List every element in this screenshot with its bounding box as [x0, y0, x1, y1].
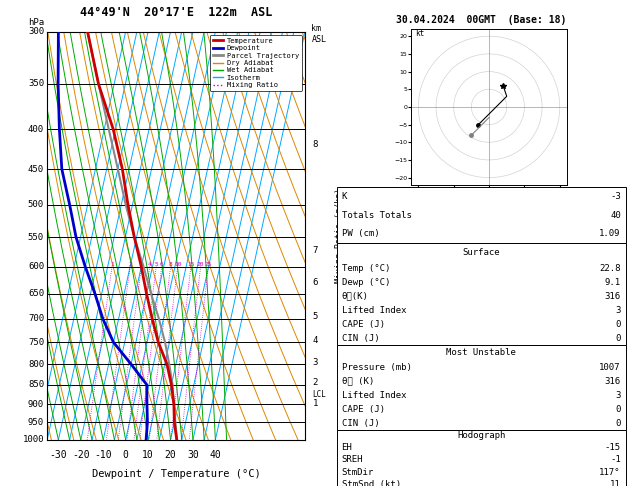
- Text: 1007: 1007: [599, 363, 621, 372]
- Text: 500: 500: [28, 200, 44, 209]
- Text: 40: 40: [209, 450, 221, 460]
- Text: Lifted Index: Lifted Index: [342, 391, 406, 400]
- Text: 1: 1: [313, 399, 318, 408]
- Text: 3: 3: [615, 306, 621, 315]
- Text: CAPE (J): CAPE (J): [342, 405, 384, 414]
- Text: 40: 40: [610, 210, 621, 220]
- Text: EH: EH: [342, 443, 352, 452]
- Text: 1.09: 1.09: [599, 229, 621, 238]
- Text: SREH: SREH: [342, 455, 363, 464]
- Text: θᴄ (K): θᴄ (K): [342, 377, 374, 386]
- Text: 316: 316: [604, 377, 621, 386]
- Text: 3: 3: [140, 261, 143, 267]
- Text: kt: kt: [415, 29, 424, 38]
- Text: 3: 3: [615, 391, 621, 400]
- Text: 30.04.2024  00GMT  (Base: 18): 30.04.2024 00GMT (Base: 18): [396, 15, 566, 25]
- Text: 300: 300: [28, 27, 44, 36]
- Text: CIN (J): CIN (J): [342, 333, 379, 343]
- Text: 15: 15: [187, 261, 194, 267]
- Text: LCL: LCL: [313, 390, 326, 399]
- Text: 2: 2: [128, 261, 132, 267]
- Text: 44°49'N  20°17'E  122m  ASL: 44°49'N 20°17'E 122m ASL: [80, 6, 272, 19]
- Text: PW (cm): PW (cm): [342, 229, 379, 238]
- Text: 1: 1: [110, 261, 114, 267]
- Text: 10: 10: [142, 450, 154, 460]
- Text: 650: 650: [28, 289, 44, 298]
- Text: Lifted Index: Lifted Index: [342, 306, 406, 315]
- Text: StmDir: StmDir: [342, 468, 374, 477]
- Text: -3: -3: [610, 192, 621, 201]
- Text: 5: 5: [313, 312, 318, 321]
- Text: 800: 800: [28, 360, 44, 369]
- Legend: Temperature, Dewpoint, Parcel Trajectory, Dry Adiabat, Wet Adiabat, Isotherm, Mi: Temperature, Dewpoint, Parcel Trajectory…: [210, 35, 301, 91]
- Text: 8: 8: [169, 261, 172, 267]
- Text: 0: 0: [615, 320, 621, 329]
- Text: 4: 4: [148, 261, 152, 267]
- Text: 600: 600: [28, 262, 44, 271]
- Text: -1: -1: [610, 455, 621, 464]
- Text: 6: 6: [313, 278, 318, 287]
- Text: CIN (J): CIN (J): [342, 418, 379, 428]
- Text: 950: 950: [28, 418, 44, 427]
- Text: 25: 25: [204, 261, 212, 267]
- Text: Dewp (°C): Dewp (°C): [342, 278, 390, 287]
- Text: -30: -30: [50, 450, 67, 460]
- Text: 8: 8: [313, 139, 318, 149]
- Text: 117°: 117°: [599, 468, 621, 477]
- Text: 9.1: 9.1: [604, 278, 621, 287]
- Text: -10: -10: [94, 450, 112, 460]
- Text: Totals Totals: Totals Totals: [342, 210, 411, 220]
- Text: Pressure (mb): Pressure (mb): [342, 363, 411, 372]
- Text: 400: 400: [28, 124, 44, 134]
- Text: 20: 20: [197, 261, 204, 267]
- Text: 11: 11: [610, 480, 621, 486]
- Text: Dewpoint / Temperature (°C): Dewpoint / Temperature (°C): [92, 469, 260, 479]
- Text: 1000: 1000: [23, 435, 44, 444]
- Text: CAPE (J): CAPE (J): [342, 320, 384, 329]
- Text: θᴄ(K): θᴄ(K): [342, 292, 369, 301]
- Text: 450: 450: [28, 165, 44, 174]
- Text: -20: -20: [72, 450, 89, 460]
- Text: 30: 30: [187, 450, 199, 460]
- Text: 4: 4: [313, 335, 318, 345]
- Text: © weatheronline.co.uk: © weatheronline.co.uk: [340, 471, 437, 480]
- Text: 0: 0: [615, 418, 621, 428]
- Text: hPa: hPa: [28, 17, 44, 27]
- Text: 6: 6: [160, 261, 164, 267]
- Text: 22.8: 22.8: [599, 264, 621, 273]
- Text: Surface: Surface: [462, 248, 500, 257]
- Text: 20: 20: [165, 450, 176, 460]
- Text: 750: 750: [28, 338, 44, 347]
- Text: Hodograph: Hodograph: [457, 431, 505, 440]
- Text: 5: 5: [154, 261, 158, 267]
- Text: Temp (°C): Temp (°C): [342, 264, 390, 273]
- Text: -15: -15: [604, 443, 621, 452]
- Text: 3: 3: [313, 358, 318, 366]
- Text: 850: 850: [28, 380, 44, 389]
- Text: 316: 316: [604, 292, 621, 301]
- Text: 900: 900: [28, 399, 44, 409]
- Text: km
ASL: km ASL: [311, 24, 326, 44]
- Text: 2: 2: [313, 378, 318, 387]
- Text: 0: 0: [123, 450, 128, 460]
- Text: 700: 700: [28, 314, 44, 323]
- Text: Most Unstable: Most Unstable: [446, 348, 516, 357]
- Text: 10: 10: [174, 261, 181, 267]
- Text: 0: 0: [615, 405, 621, 414]
- Text: Mixing Ratio (g/kg): Mixing Ratio (g/kg): [335, 188, 344, 283]
- Text: K: K: [342, 192, 347, 201]
- Text: 7: 7: [313, 246, 318, 255]
- Text: 0: 0: [615, 333, 621, 343]
- Text: 550: 550: [28, 233, 44, 242]
- Text: 350: 350: [28, 79, 44, 88]
- Text: StmSpd (kt): StmSpd (kt): [342, 480, 401, 486]
